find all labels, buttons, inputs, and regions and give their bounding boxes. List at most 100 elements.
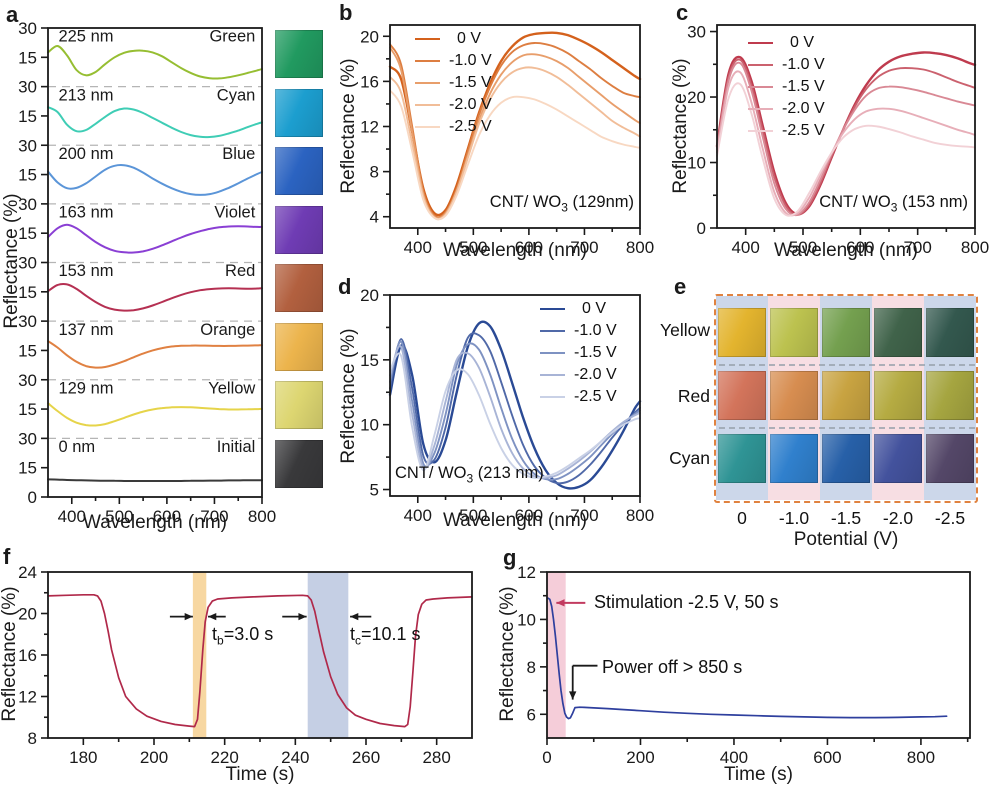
voltage-spectra-chart-b: 400 500 600 700 800 4 8 12 16 20 xyxy=(360,24,654,257)
color-swatch-cyan xyxy=(275,89,323,137)
svg-text:600: 600 xyxy=(846,238,874,257)
svg-text:0 nm: 0 nm xyxy=(58,438,95,456)
row-separator-line xyxy=(719,364,975,366)
potential-column-label: -1.5 xyxy=(830,508,862,528)
svg-text:800: 800 xyxy=(626,238,654,257)
row-separator-line xyxy=(719,427,975,429)
svg-text:213 nm: 213 nm xyxy=(58,86,113,104)
electrochromic-swatch-red-0 xyxy=(718,371,766,420)
svg-text:129 nm: 129 nm xyxy=(58,379,113,397)
svg-text:400: 400 xyxy=(404,506,432,525)
color-swatch-red xyxy=(275,264,323,312)
svg-text:30: 30 xyxy=(18,254,37,273)
svg-text:8: 8 xyxy=(527,658,536,677)
voltage-legend-d: 0 V -1.0 V -1.5 V -2.0 V -2.5 V xyxy=(540,298,617,408)
svg-text:0: 0 xyxy=(28,488,37,507)
svg-text:280: 280 xyxy=(422,748,450,767)
electrochromic-swatch-yellow-0 xyxy=(718,308,766,357)
legend-color-chip xyxy=(540,373,565,377)
legend-label: -2.0 V xyxy=(449,96,492,113)
svg-text:Red: Red xyxy=(225,262,255,280)
y-axis-label-b: Reflectance (%) xyxy=(338,58,359,194)
sample-label-text: CNT/ WO xyxy=(395,464,467,482)
legend-label: 0 V xyxy=(457,30,482,47)
svg-text:12: 12 xyxy=(360,118,379,137)
svg-text:30: 30 xyxy=(18,429,37,448)
legend-item: -2.5 V xyxy=(540,386,617,408)
svg-text:Blue: Blue xyxy=(222,145,255,163)
reflectance-spectra-chart-a: 400 500 600 700 800 0 15 30 15 30 15 30 15 30 15 30 15 30… xyxy=(18,19,276,526)
svg-text:30: 30 xyxy=(687,23,706,42)
legend-color-chip xyxy=(415,81,440,85)
svg-text:400: 400 xyxy=(404,238,432,257)
legend-color-chip xyxy=(540,351,565,355)
legend-item: 0 V xyxy=(540,298,617,320)
svg-text:200: 200 xyxy=(626,748,654,767)
svg-text:15: 15 xyxy=(18,283,37,302)
svg-text:15: 15 xyxy=(18,166,37,185)
svg-text:6: 6 xyxy=(527,705,536,724)
svg-text:30: 30 xyxy=(18,136,37,155)
svg-text:15: 15 xyxy=(18,459,37,478)
svg-text:800: 800 xyxy=(961,238,989,257)
voltage-spectra-chart-d: 400 500 600 700 800 5 10 15 20 xyxy=(360,286,654,525)
electrochromic-swatch-cyan-1-5 xyxy=(822,434,870,483)
annotation-text: t xyxy=(350,624,356,644)
svg-text:30: 30 xyxy=(18,19,37,38)
legend-item: -2.0 V xyxy=(748,98,825,120)
svg-text:15: 15 xyxy=(360,351,379,370)
legend-label: -1.0 V xyxy=(449,52,492,69)
annotation-text: =3.0 s xyxy=(223,624,274,644)
legend-label: -2.5 V xyxy=(574,388,617,405)
electrochromic-swatch-red-2-0 xyxy=(874,371,922,420)
legend-label: -2.5 V xyxy=(782,122,825,139)
svg-text:700: 700 xyxy=(903,238,931,257)
sample-label-text: (129nm) xyxy=(567,193,634,211)
svg-text:Orange: Orange xyxy=(200,321,255,339)
svg-text:16: 16 xyxy=(360,72,379,91)
legend-color-chip xyxy=(540,329,565,333)
y-axis-label-g: Reflectance (%) xyxy=(497,586,518,722)
svg-text:400: 400 xyxy=(58,507,86,526)
svg-text:10: 10 xyxy=(360,416,379,435)
legend-color-chip xyxy=(748,63,773,67)
color-swatch-violet xyxy=(275,206,323,254)
y-axis-label-f: Reflectance (%) xyxy=(0,586,20,722)
svg-text:137 nm: 137 nm xyxy=(58,321,113,339)
potential-column-label: -2.5 xyxy=(934,508,966,528)
svg-text:10: 10 xyxy=(687,154,706,173)
svg-text:240: 240 xyxy=(281,748,309,767)
svg-text:800: 800 xyxy=(248,507,276,526)
sample-label-subscript: 3 xyxy=(466,471,474,486)
svg-text:260: 260 xyxy=(352,748,380,767)
legend-item: -1.0 V xyxy=(748,54,825,76)
annotation-text: t xyxy=(212,624,218,644)
panel-letter-b: b xyxy=(339,0,353,25)
svg-text:200 nm: 200 nm xyxy=(58,145,113,163)
bleaching-time-label: tb=3.0 s xyxy=(212,624,273,648)
svg-text:12: 12 xyxy=(18,688,37,707)
legend-color-chip xyxy=(415,103,440,107)
svg-text:Green: Green xyxy=(209,28,255,46)
legend-color-chip xyxy=(540,395,565,399)
legend-label: -2.5 V xyxy=(449,118,492,135)
legend-item: -1.5 V xyxy=(540,342,617,364)
electrochromic-swatch-red-2-5 xyxy=(926,371,974,420)
electrochromic-swatch-cyan-0 xyxy=(718,434,766,483)
svg-text:15: 15 xyxy=(18,224,37,243)
electrochromic-swatch-yellow-2-5 xyxy=(926,308,974,357)
svg-text:30: 30 xyxy=(18,78,37,97)
svg-text:200: 200 xyxy=(140,748,168,767)
sample-label-text: (153 nm) xyxy=(897,193,968,211)
svg-text:10: 10 xyxy=(517,610,536,629)
svg-text:600: 600 xyxy=(515,238,543,257)
legend-item: 0 V xyxy=(415,28,492,50)
svg-text:163 nm: 163 nm xyxy=(58,204,113,222)
y-axis-label-c: Reflectance (%) xyxy=(670,58,691,194)
legend-label: -1.0 V xyxy=(574,322,617,339)
svg-text:180: 180 xyxy=(69,748,97,767)
svg-text:500: 500 xyxy=(789,238,817,257)
legend-color-chip xyxy=(415,59,440,63)
potential-column-label: 0 xyxy=(737,508,747,528)
electrochromic-swatch-yellow-2-0 xyxy=(874,308,922,357)
